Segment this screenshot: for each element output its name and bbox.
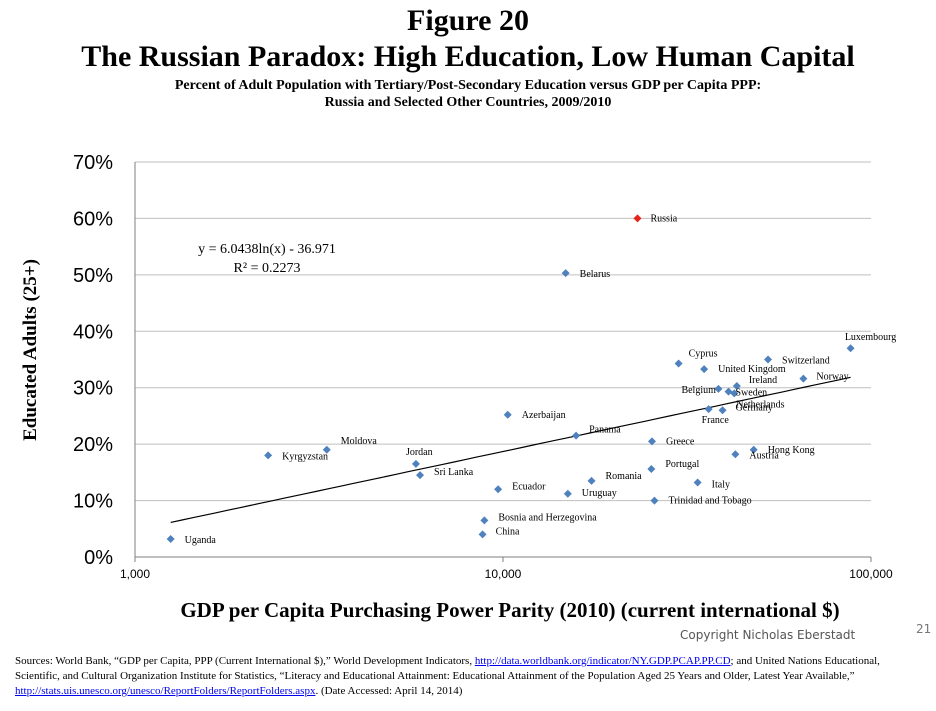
y-axis-label: Educated Adults (25+) (20, 259, 41, 441)
y-tick-label: 20% (73, 434, 113, 456)
point-label-cyprus: Cyprus (689, 348, 718, 359)
y-tick-label: 70% (73, 152, 113, 174)
point-sri-lanka (416, 471, 425, 480)
point-greece (647, 437, 656, 446)
y-tick-label: 50% (73, 265, 113, 287)
point-label-uganda: Uganda (185, 535, 217, 546)
point-label-belgium: Belgium (681, 385, 716, 396)
point-label-luxembourg: Luxembourg (845, 332, 896, 343)
point-label-uruguay: Uruguay (582, 488, 617, 499)
point-netherlands (730, 389, 739, 398)
point-china (478, 530, 487, 539)
page-number: 21 (916, 622, 932, 636)
point-germany (718, 406, 727, 415)
point-ecuador (494, 485, 503, 494)
point-romania (587, 476, 596, 485)
point-label-ireland: Ireland (749, 375, 777, 386)
trendline-equation: y = 6.0438ln(x) - 36.971 (198, 242, 336, 257)
x-tick-label: 100,000 (849, 567, 893, 581)
point-russia (633, 214, 642, 223)
point-italy (693, 478, 702, 487)
point-label-china: China (496, 526, 520, 537)
x-tick-label: 10,000 (485, 567, 522, 581)
point-label-ecuador: Ecuador (512, 481, 546, 492)
sources-text-2: ; and United Nations Educational, Scient… (15, 655, 880, 682)
point-ireland (732, 382, 741, 391)
point-label-france: France (702, 415, 730, 426)
gridlines (135, 161, 871, 502)
point-uganda (166, 534, 175, 543)
point-norway (799, 374, 808, 383)
chart-subtitle-line-2: Russia and Selected Other Countries, 200… (324, 95, 612, 110)
point-trinidad-and-tobago (650, 496, 659, 505)
point-label-portugal: Portugal (665, 459, 699, 470)
point-label-italy: Italy (712, 480, 730, 491)
figure-label: Figure 20 (407, 4, 529, 37)
y-tick-label: 0% (84, 547, 113, 569)
y-tick-label: 60% (73, 208, 113, 230)
trendline-group (170, 376, 851, 523)
point-label-norway: Norway (816, 372, 848, 383)
chart-title: The Russian Paradox: High Education, Low… (81, 40, 855, 73)
point-belarus (561, 269, 570, 278)
point-label-netherlands: Netherlands (736, 399, 784, 410)
point-label-trinidad-and-tobago: Trinidad and Tobago (668, 496, 751, 507)
point-label-romania: Romania (606, 471, 643, 482)
point-austria (731, 450, 740, 459)
point-moldova (322, 445, 331, 454)
point-label-greece: Greece (666, 436, 695, 447)
point-united-kingdom (700, 365, 709, 374)
axes: 0% 10% 20% 30% 40% 50% 60% 70% 1,000 10,000 100,00… (73, 152, 893, 581)
point-label-sweden: Sweden (736, 388, 768, 399)
y-tick-label: 40% (73, 321, 113, 343)
point-label-switzerland: Switzerland (782, 356, 830, 367)
point-switzerland (764, 355, 773, 364)
trendline-r-squared: R² = 0.2273 (234, 261, 301, 276)
point-label-panama: Panama (589, 425, 621, 436)
worldbank-link[interactable]: http://data.worldbank.org/indicator/NY.G… (474, 655, 731, 667)
point-label-kyrgyzstan: Kyrgyzstan (282, 451, 328, 462)
y-tick-label: 30% (73, 378, 113, 400)
point-jordan (411, 459, 420, 468)
point-label-germany: Germany (736, 402, 773, 413)
point-label-sri-lanka: Sri Lanka (434, 467, 474, 478)
x-tick-label: 1,000 (120, 567, 150, 581)
x-axis-label: GDP per Capita Purchasing Power Parity (… (180, 598, 840, 622)
point-panama (572, 431, 581, 440)
point-azerbaijan (503, 410, 512, 419)
point-label-bosnia-and-herzegovina: Bosnia and Herzegovina (498, 512, 597, 523)
data-points (166, 214, 855, 543)
sources-text-3: . (Date Accessed: April 14, 2014) (315, 685, 463, 697)
point-belgium (714, 384, 723, 393)
point-label-austria: Austria (749, 450, 779, 461)
point-portugal (647, 464, 656, 473)
point-kyrgyzstan (264, 451, 273, 460)
sources-note: Sources: World Bank, “GDP per Capita, PP… (15, 654, 915, 699)
point-uruguay (563, 489, 572, 498)
point-label-russia: Russia (650, 213, 677, 224)
point-cyprus (674, 359, 683, 368)
point-label-azerbaijan: Azerbaijan (522, 410, 566, 421)
point-label-belarus: Belarus (580, 269, 611, 280)
chart-subtitle-line-1: Percent of Adult Population with Tertiar… (174, 78, 762, 93)
point-luxembourg (846, 344, 855, 353)
unesco-link[interactable]: http://stats.uis.unesco.org/unesco/Repor… (15, 685, 316, 697)
y-tick-label: 10% (73, 491, 113, 513)
point-hong-kong (749, 445, 758, 454)
point-labels: Russia Belarus Luxembourg Switzerland Cyprus… (185, 213, 897, 546)
point-france (704, 405, 713, 414)
trendline (170, 376, 851, 523)
sources-text-1: Sources: World Bank, “GDP per Capita, PP… (15, 655, 475, 667)
copyright-notice: Copyright Nicholas Eberstadt (680, 628, 856, 642)
point-label-united-kingdom: United Kingdom (718, 364, 786, 375)
point-bosnia-and-herzegovina (480, 516, 489, 525)
point-label-moldova: Moldova (341, 436, 378, 447)
point-label-hong-kong: Hong Kong (768, 445, 815, 456)
point-label-jordan: Jordan (406, 447, 433, 458)
point-sweden (724, 387, 733, 396)
